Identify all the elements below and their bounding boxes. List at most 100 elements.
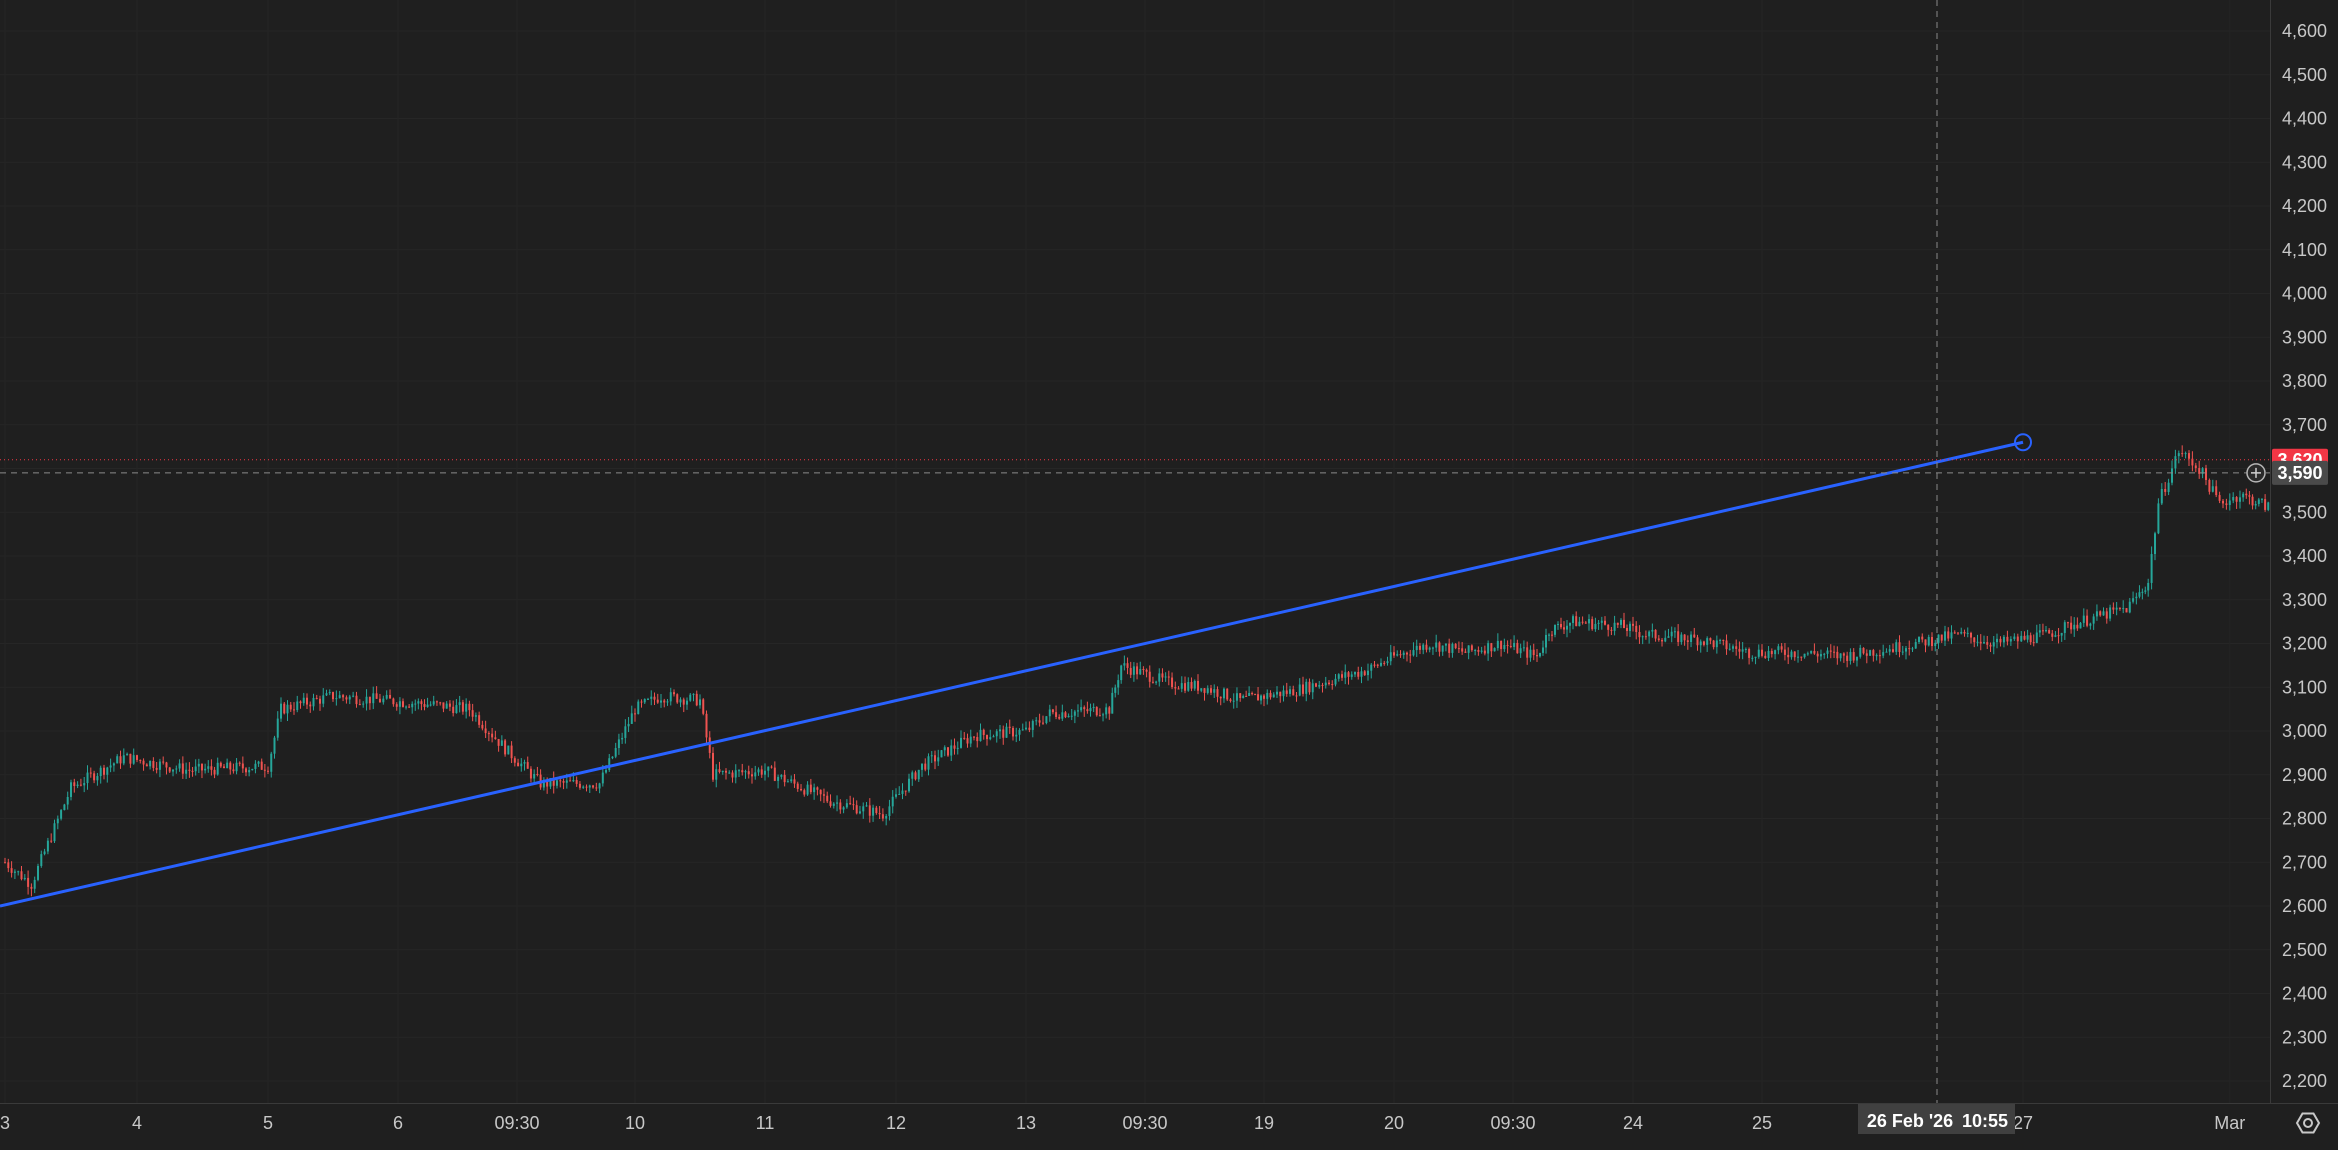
y-tick-label: 4,600 <box>2282 21 2327 41</box>
candle-body <box>1702 641 1705 645</box>
overlays <box>0 0 2270 1103</box>
candle-body <box>777 776 780 781</box>
candle-body <box>232 769 235 772</box>
y-tick-label: 3,100 <box>2282 677 2327 697</box>
candle-body <box>1604 620 1606 625</box>
candle-body <box>1422 644 1425 650</box>
candle-body <box>1451 643 1454 653</box>
candle-body <box>1664 637 1667 642</box>
candle-body <box>1129 667 1132 675</box>
candle-body <box>1311 683 1314 693</box>
candle-body <box>1921 636 1924 640</box>
candle-body <box>194 766 197 772</box>
candle-body <box>1757 649 1760 657</box>
candle-body <box>33 879 36 889</box>
candle-body <box>2138 592 2141 597</box>
candle-body <box>1363 671 1366 676</box>
candle-body <box>764 770 766 775</box>
candle-body <box>738 770 740 772</box>
candle-body <box>191 770 194 772</box>
candle-body <box>1836 651 1839 659</box>
y-tick-label: 4,000 <box>2282 284 2327 304</box>
candle-body <box>1038 720 1041 723</box>
candle-body <box>1117 680 1120 688</box>
candle-body <box>175 768 178 770</box>
candle-body <box>1402 652 1405 655</box>
candle-body <box>1888 649 1891 652</box>
candle-body <box>1242 695 1245 698</box>
candle-body <box>1120 665 1123 681</box>
candle-body <box>1206 688 1209 693</box>
x-tick-label: 5 <box>263 1113 273 1133</box>
candle-body <box>405 706 408 708</box>
candle-body <box>1898 642 1901 652</box>
candle-body <box>800 788 803 791</box>
candle-body <box>1793 651 1796 658</box>
candle-body <box>1386 661 1389 664</box>
candle-body <box>676 694 679 703</box>
candle-body <box>1200 688 1203 691</box>
candle-body <box>780 774 783 777</box>
add-alert-icon[interactable] <box>2246 463 2266 483</box>
candle-body <box>1976 641 1979 643</box>
candle-body <box>1483 650 1486 654</box>
candle-body <box>1164 676 1167 678</box>
candle-body <box>718 769 721 773</box>
candle-body <box>2157 503 2160 534</box>
candle-body <box>1578 621 1581 627</box>
candle-body <box>627 723 630 727</box>
y-tick-label: 3,200 <box>2282 634 2327 654</box>
candle-body <box>943 747 946 751</box>
candle-body <box>2211 486 2214 492</box>
candle-body <box>423 704 426 707</box>
candle-body <box>1901 651 1904 653</box>
candle-body <box>826 795 829 802</box>
candle-body <box>1712 640 1715 648</box>
candle-body <box>89 772 92 774</box>
candle-body <box>559 780 562 782</box>
candle-body <box>1344 672 1347 678</box>
candle-body <box>1813 650 1816 654</box>
candle-body <box>640 701 643 703</box>
candle-body <box>546 779 549 787</box>
candle-body <box>2109 607 2112 619</box>
candle-body <box>908 778 910 792</box>
candle-body <box>1751 657 1754 659</box>
candle-body <box>1180 683 1183 689</box>
candle-body <box>491 733 494 738</box>
candle-body <box>992 736 995 738</box>
candle-body <box>1102 714 1105 716</box>
candle-body <box>1842 653 1845 656</box>
candle-body <box>332 692 334 700</box>
candle-body <box>1480 650 1483 652</box>
settings-gear-icon[interactable] <box>2295 1112 2321 1134</box>
candle-body <box>1859 647 1862 657</box>
candle-body <box>2141 591 2144 593</box>
candle-body <box>1677 631 1680 643</box>
candle-body <box>2076 624 2079 629</box>
candle-body <box>1616 622 1619 625</box>
candle-body <box>1882 652 1885 656</box>
candle-body <box>679 699 682 703</box>
crosshair-price-badge <box>2272 460 2328 485</box>
candle-body <box>653 696 656 700</box>
candle-body <box>162 761 165 763</box>
candle-body <box>2251 496 2254 506</box>
candle-body <box>2167 482 2170 492</box>
candle-body <box>1569 622 1571 626</box>
candle-body <box>2154 533 2156 555</box>
candle-body <box>1216 689 1219 697</box>
candle-body <box>487 733 490 735</box>
candle-body <box>338 695 341 699</box>
candle-body <box>2242 493 2245 498</box>
candle-body <box>1418 645 1421 650</box>
candle-body <box>1415 645 1418 651</box>
candle-body <box>372 693 375 704</box>
candle-body <box>1670 631 1673 637</box>
candle-body <box>429 704 432 706</box>
candle-body <box>2260 499 2263 501</box>
candle-body <box>1045 716 1048 723</box>
candle-body <box>734 770 737 778</box>
candle-body <box>725 770 727 773</box>
